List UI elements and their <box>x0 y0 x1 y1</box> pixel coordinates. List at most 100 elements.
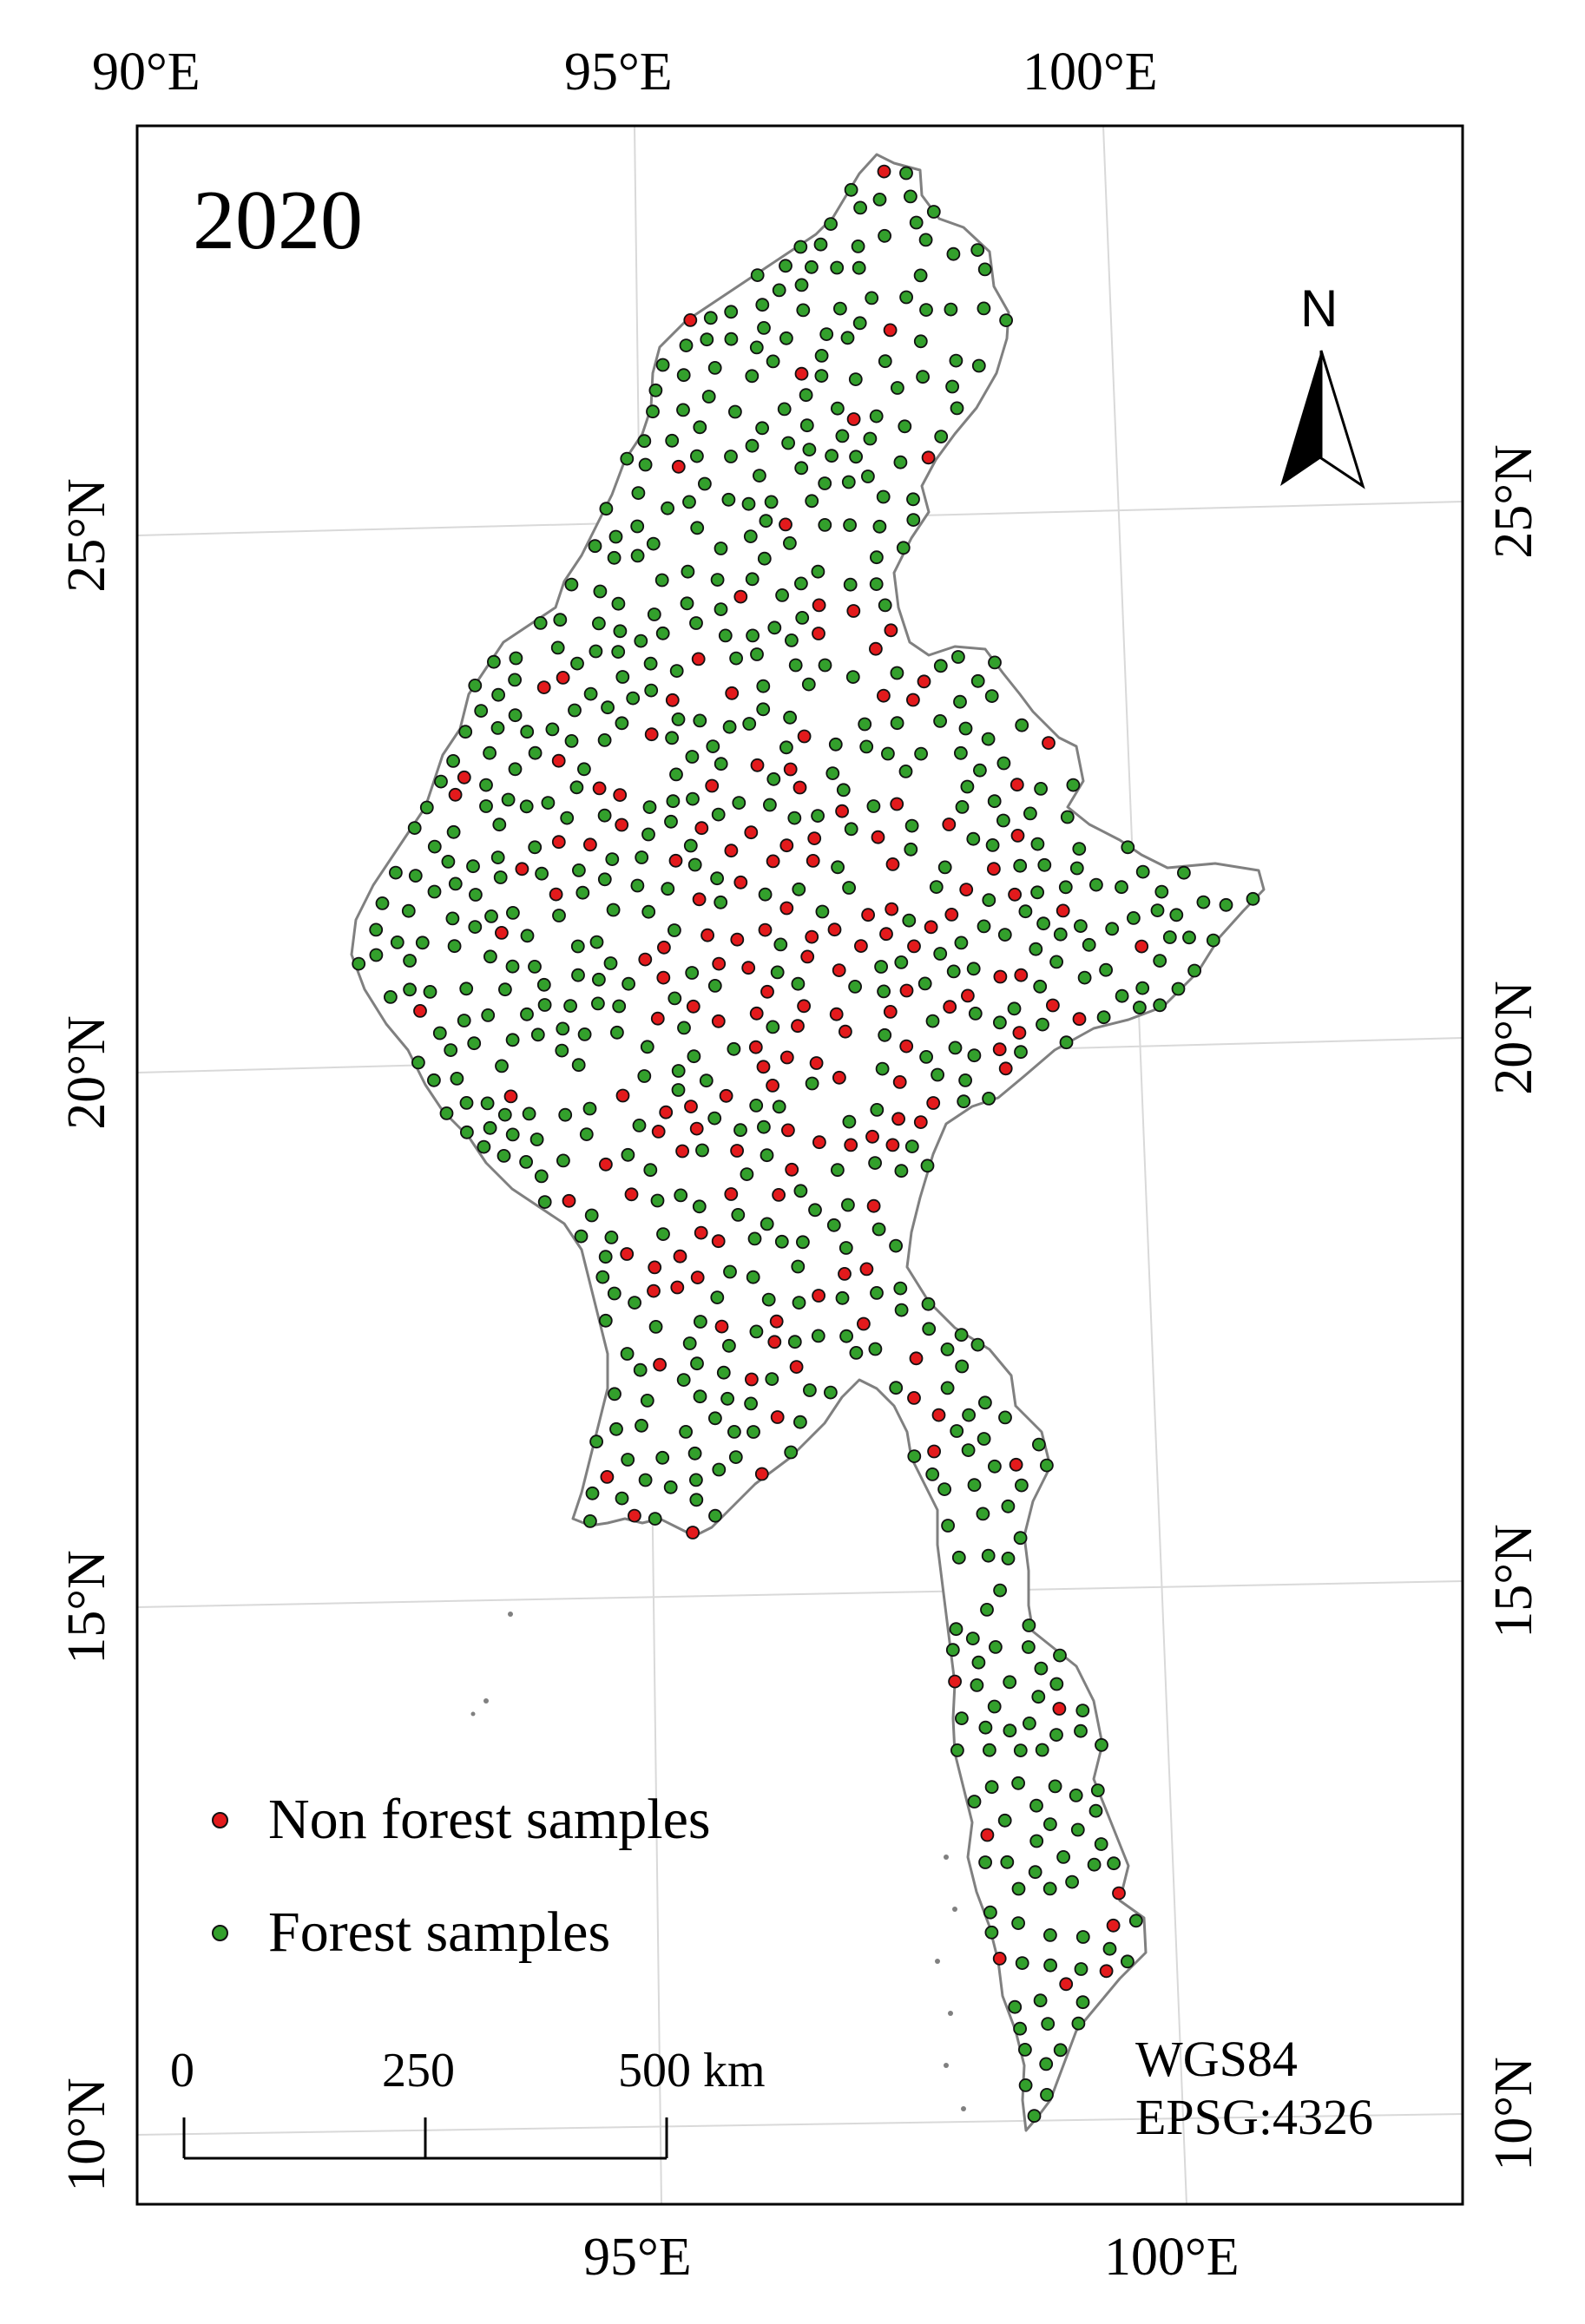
sample-point <box>976 1507 990 1521</box>
sample-point <box>889 1238 903 1253</box>
sample-point <box>750 758 765 772</box>
sample-point <box>844 182 858 197</box>
sample-point <box>899 983 914 998</box>
sample-point <box>925 1467 940 1481</box>
sample-point <box>693 420 707 435</box>
sample-point <box>1043 1817 1057 1832</box>
sample-point <box>1127 911 1141 925</box>
sample-point <box>894 1164 909 1178</box>
parallel-10n <box>136 2113 1463 2136</box>
sample-point <box>800 949 815 964</box>
sample-point <box>1018 904 1033 919</box>
sample-point <box>913 334 928 349</box>
sample-point <box>712 956 727 971</box>
right-axis-label-25n: 25°N <box>1484 444 1543 559</box>
sample-point <box>536 977 551 992</box>
sample-point <box>714 1319 729 1334</box>
sample-point <box>705 778 720 793</box>
sample-point <box>411 1055 425 1070</box>
sample-point <box>977 262 992 277</box>
sample-point <box>690 449 704 463</box>
coastal-islands <box>470 1612 966 2111</box>
sample-point <box>960 779 975 794</box>
sample-point <box>1058 880 1073 895</box>
legend-label-forest: Forest samples <box>268 1901 611 1964</box>
sample-point <box>859 739 874 754</box>
sample-point <box>583 1514 597 1528</box>
sample-point <box>876 489 891 504</box>
sample-point <box>638 952 653 967</box>
sample-point <box>692 892 707 907</box>
sample-point <box>390 936 404 949</box>
sample-point <box>1102 1941 1117 1956</box>
sample-point <box>893 1281 908 1296</box>
sample-point <box>670 1280 685 1295</box>
sample-point <box>721 492 736 507</box>
sample-point <box>1096 1010 1111 1025</box>
sample-point <box>770 965 785 980</box>
sample-point <box>369 948 384 962</box>
sample-point <box>477 1139 491 1154</box>
sample-point <box>904 842 918 857</box>
sample-point <box>913 1115 928 1129</box>
sample-point <box>352 956 366 971</box>
sample-point <box>1032 1437 1046 1452</box>
sample-point <box>609 1421 623 1436</box>
sample-point <box>885 1138 900 1152</box>
sample-point <box>568 703 582 718</box>
sample-point <box>983 1905 997 1920</box>
sample-point <box>493 870 508 884</box>
sample-point <box>945 1643 960 1658</box>
sample-point <box>467 1036 482 1051</box>
sample-point <box>505 1127 520 1142</box>
sample-point <box>899 166 913 181</box>
sample-point <box>953 694 967 709</box>
sample-point <box>878 598 892 613</box>
sample-point <box>1003 1675 1017 1690</box>
sample-point <box>655 358 670 372</box>
sample-point <box>967 1048 982 1063</box>
sample-point <box>998 1061 1013 1076</box>
sample-point <box>644 683 659 698</box>
sample-point <box>690 1270 705 1284</box>
sample-point <box>740 1167 754 1181</box>
sample-point <box>583 686 598 701</box>
sample-point <box>677 1021 691 1035</box>
sample-point <box>933 659 948 673</box>
sample-point <box>839 1241 853 1255</box>
sample-point <box>611 645 626 659</box>
sample-point <box>1187 963 1201 978</box>
sample-point <box>983 1743 996 1757</box>
sample-point <box>921 450 936 465</box>
sample-point <box>595 1270 610 1284</box>
sample-point <box>746 1270 760 1284</box>
sample-point <box>582 1101 597 1116</box>
sample-point <box>999 313 1013 328</box>
sample-point <box>1135 864 1150 879</box>
sample-point <box>1009 1457 1023 1472</box>
sample-point <box>647 607 661 621</box>
sample-point <box>610 1025 624 1040</box>
sample-point <box>745 369 760 384</box>
sample-point <box>846 412 861 426</box>
sample-point <box>933 947 948 961</box>
sample-point <box>676 368 691 383</box>
meridian-100e <box>1102 125 1187 2205</box>
sample-point <box>954 1328 969 1343</box>
sample-point <box>620 1347 635 1361</box>
sample-point <box>484 909 498 923</box>
sample-point <box>1003 1723 1017 1738</box>
sample-point <box>809 1056 824 1070</box>
sample-point <box>665 433 680 448</box>
sample-point <box>459 1096 474 1110</box>
sample-point <box>791 1019 805 1034</box>
sample-point <box>633 1362 648 1377</box>
sample-point <box>789 1360 804 1374</box>
sample-point <box>793 1415 807 1429</box>
sample-point <box>598 1250 613 1264</box>
sample-point <box>1060 810 1075 824</box>
sample-point <box>508 708 523 723</box>
sample-point <box>794 461 809 476</box>
sample-point <box>913 268 928 283</box>
